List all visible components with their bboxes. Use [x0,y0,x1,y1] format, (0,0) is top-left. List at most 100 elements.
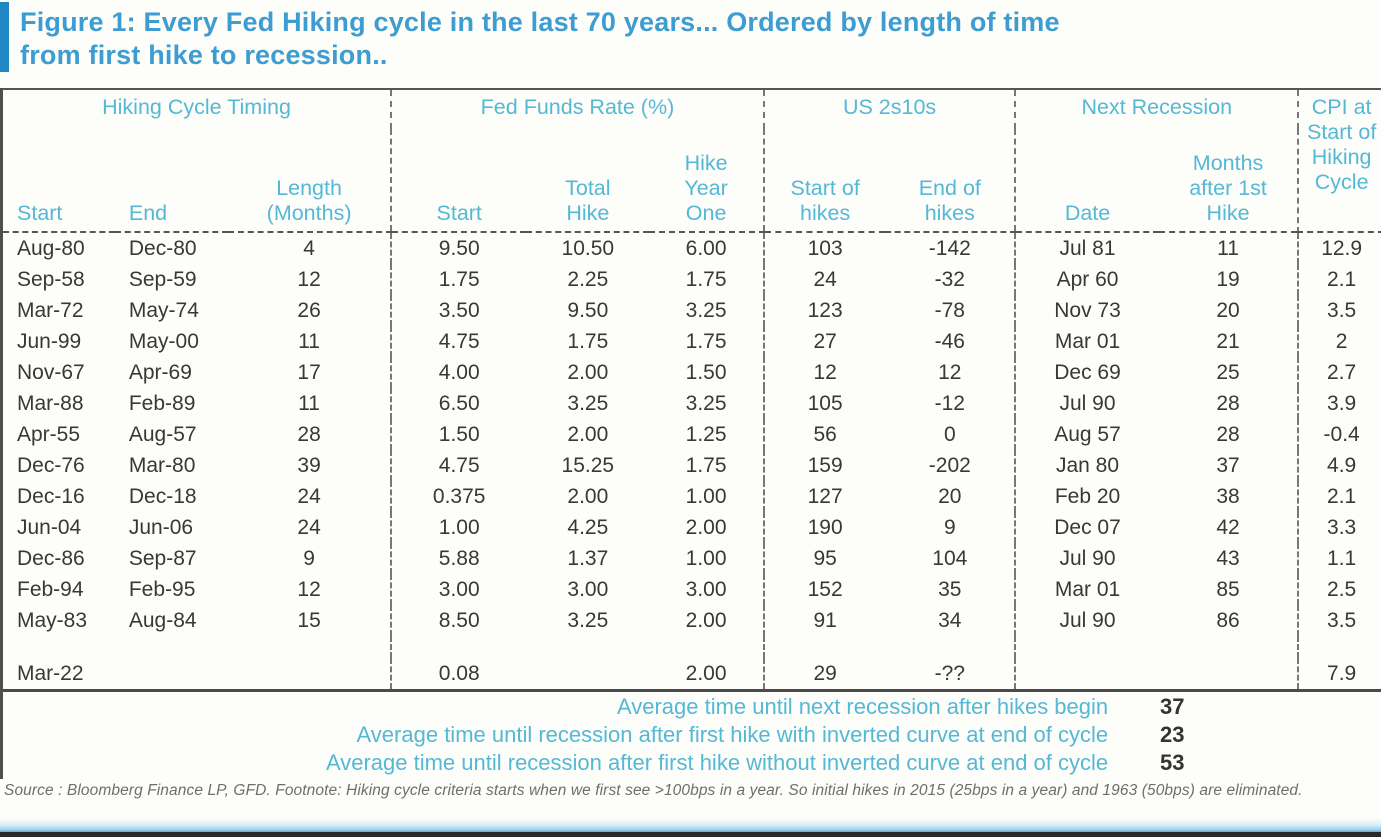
cell: 152 [762,574,886,605]
table-row: Jun-99 May-00 11 4.75 1.75 1.75 27 -46 Mar 01 21 2 [3,326,1381,357]
cell: 1.75 [685,268,727,291]
cell [1014,658,1159,692]
cell: 2.1 [1297,481,1381,512]
cell: Feb-95 [128,578,196,601]
cell: Jul 81 [1014,232,1159,264]
cell: 1.25 [685,423,727,446]
cell: May-74 [128,299,199,322]
cell: 2.7 [1297,357,1381,388]
cell: 17 [297,361,321,384]
cell: Mar-88 [17,392,84,415]
column-total-hike: Total Hike [526,129,650,233]
cell: -?? [885,658,1016,692]
cell: 4.75 [390,450,527,481]
cell: 1.00 [390,512,527,543]
cell: 27 [762,326,886,357]
cell: 1.37 [567,547,609,570]
cell: 2.1 [1297,264,1381,295]
cell: 2.25 [567,268,609,291]
cell: 3.25 [567,609,609,632]
cell: 20 [938,485,962,508]
cell: Aug-80 [17,237,85,260]
bottom-gradient-bar [0,818,1381,833]
cell: 3.25 [685,299,727,322]
cell: Mar-80 [128,454,196,477]
cell: 28 [297,423,321,446]
cell: Apr-69 [128,361,192,384]
cell [526,658,650,692]
table-body: Aug-80 Dec-80 4 9.50 10.50 6.00 103 -142 Jul 81 1… [3,232,1381,692]
group-fed-funds-rate: Fed Funds Rate (%) [390,89,764,129]
cell: 25 [1216,361,1240,384]
table-row: Aug-80 Dec-80 4 9.50 10.50 6.00 103 -142 Jul 81 1… [3,232,1381,264]
cell: 4.9 [1297,450,1381,481]
group-header-row: Hiking Cycle Timing Fed Funds Rate (%) U… [3,89,1381,233]
cell: Nov-67 [17,361,85,384]
cell: 3.9 [1297,388,1381,419]
cell [390,636,527,658]
cell: 42 [1216,516,1240,539]
cell: 9.50 [567,299,609,322]
cell: Jul 90 [1014,388,1159,419]
cell: 10.50 [561,237,615,260]
cell: 2.00 [567,423,609,446]
cell: 11 [298,392,320,415]
figure-title-line2: from first hike to recession.. [20,40,388,71]
table-row: Nov-67 Apr-69 17 4.00 2.00 1.50 12 12 Dec 69 25 2.… [3,357,1381,388]
cell: 190 [762,512,886,543]
column-length-months: Length (Months) [228,129,392,233]
cell: 19 [1216,268,1240,291]
cell [228,636,391,658]
cell [1297,636,1381,658]
cell: 11 [1217,237,1239,260]
cell: 11 [298,330,320,353]
cell [3,636,115,658]
cell: 95 [762,543,886,574]
cell: Jun-99 [17,330,82,353]
cell: 105 [762,388,886,419]
cell: 12 [938,361,962,384]
figure-title: Figure 1: Every Fed Hiking cycle in the … [0,0,1381,88]
cell: 26 [297,299,321,322]
table-row: Mar-72 May-74 26 3.50 9.50 3.25 123 -78 Nov 73 20… [3,295,1381,326]
column-end-of-hikes: End of hikes [885,129,1016,233]
cell: 1.00 [685,547,727,570]
cell: 21 [1216,330,1240,353]
cell: 20 [1216,299,1240,322]
cell: Dec-18 [128,485,197,508]
cell: 2.00 [567,361,609,384]
cell [1014,636,1159,658]
cell: 24 [297,516,321,539]
cell: 28 [1216,392,1240,415]
column-start-of-hikes: Start of hikes [762,129,886,233]
cell: 1.75 [567,330,609,353]
cell: Mar-72 [17,299,84,322]
cell: 2 [1297,326,1381,357]
cell: Apr-55 [17,423,81,446]
cell: -46 [934,330,965,353]
cell: Jun-04 [17,516,82,539]
column-hike-year-one: Hike Year One [649,129,764,233]
cell: Dec-16 [17,485,85,508]
cell [526,636,649,658]
cell: Sep-87 [128,547,197,570]
cell: 2.00 [567,485,609,508]
cell: 3.25 [567,392,609,415]
cell: 24 [297,485,321,508]
cell: 127 [762,481,886,512]
cell: 3.25 [685,392,727,415]
cell: 34 [938,609,962,632]
cell: 2.00 [685,516,727,539]
summary-row: Average time until recession after first… [3,721,1381,749]
cell: 5.88 [390,543,527,574]
cell: 1.50 [685,361,727,384]
cell: 29 [762,658,886,692]
column-cycle-end: End [114,129,229,233]
cell: 8.50 [390,605,527,636]
table-row: Dec-16 Dec-18 24 0.375 2.00 1.00 127 20 Feb 20 38… [3,481,1381,512]
table-row: Apr-55 Aug-57 28 1.50 2.00 1.25 56 0 Aug 57 28 -0.… [3,419,1381,450]
table-row: Mar-22 0.08 2.00 29 -?? 7.9 [3,658,1381,692]
cell: -202 [928,454,971,477]
cell: 12 [297,268,321,291]
summary-row: Average time until next recession after … [3,693,1381,721]
